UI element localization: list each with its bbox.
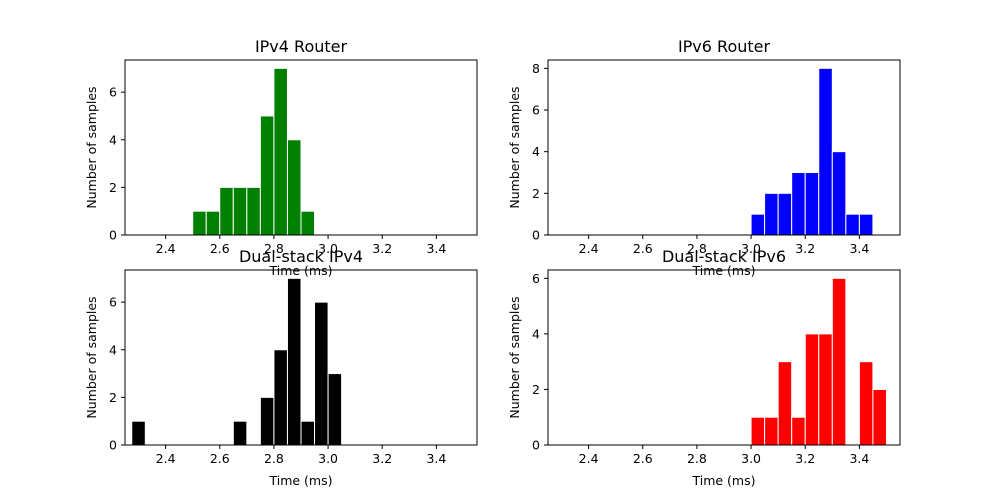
y-tick-label: 0 (109, 438, 117, 453)
y-axis-label: Number of samples (507, 86, 522, 208)
chart-title: IPv6 Router (678, 37, 771, 56)
bar (750, 416, 766, 446)
bar (219, 186, 234, 236)
axes-frame (124, 59, 478, 236)
chart-title: Dual-stack IPv6 (662, 247, 786, 266)
x-tick-label: 2.6 (210, 451, 230, 466)
bar (232, 420, 248, 446)
bar (286, 277, 302, 446)
x-tick-label: 3.4 (426, 451, 446, 466)
x-tick-label: 3.2 (372, 451, 392, 466)
bar (232, 186, 248, 236)
x-tick-label: 3.2 (372, 241, 392, 256)
y-axis-label: Number of samples (84, 86, 99, 208)
x-tick-label: 3.2 (795, 451, 815, 466)
bar (831, 277, 847, 446)
bar (845, 213, 860, 236)
y-tick-label: 4 (532, 326, 540, 341)
x-tick-label: 2.4 (579, 241, 599, 256)
bar (314, 301, 329, 446)
y-tick-label: 8 (532, 61, 540, 76)
y-tick-label: 6 (109, 295, 117, 310)
y-tick-label: 4 (109, 132, 117, 147)
chart-title: Dual-stack IPv4 (239, 247, 363, 266)
y-tick-label: 2 (109, 180, 117, 195)
x-tick-label: 2.8 (264, 241, 284, 256)
x-tick-label: 2.6 (633, 241, 653, 256)
bar (831, 151, 847, 236)
bar (192, 210, 207, 236)
bar (777, 192, 793, 236)
bar (273, 67, 288, 236)
bar (246, 186, 261, 236)
x-tick-label: 2.6 (633, 451, 653, 466)
x-axis-label: Time (ms) (268, 473, 332, 488)
bar (327, 373, 343, 446)
bar (872, 388, 887, 446)
y-tick-label: 2 (532, 382, 540, 397)
bar (286, 139, 302, 236)
x-tick-label: 3.4 (426, 241, 446, 256)
y-tick-label: 2 (532, 186, 540, 201)
bar (300, 420, 316, 446)
chart-title: IPv4 Router (255, 37, 348, 56)
x-tick-label: 2.4 (156, 451, 176, 466)
bar (804, 172, 820, 236)
x-tick-label: 3.0 (318, 451, 338, 466)
y-tick-label: 4 (532, 144, 540, 159)
x-tick-label: 3.4 (849, 241, 869, 256)
bar (259, 115, 275, 236)
x-tick-label: 3.0 (318, 241, 338, 256)
y-axis-label: Number of samples (84, 296, 99, 418)
bar (205, 210, 221, 236)
y-axis-label: Number of samples (507, 296, 522, 418)
bar (777, 361, 793, 446)
axes-frame (547, 59, 901, 236)
y-tick-label: 0 (532, 438, 540, 453)
bar (300, 210, 316, 236)
y-tick-label: 2 (109, 390, 117, 405)
subplot-4: 2.4 2.6 2.8 3.0 3.2 3.4 0 2 4 6 Time (ms) Number of… (507, 269, 901, 488)
bar (750, 213, 766, 236)
x-tick-label: 2.8 (687, 241, 707, 256)
x-tick-label: 3.2 (795, 241, 815, 256)
x-tick-label: 3.0 (741, 451, 761, 466)
x-tick-label: 3.4 (849, 451, 869, 466)
y-tick-label: 6 (532, 271, 540, 286)
bar (791, 416, 806, 446)
axes-frame (547, 269, 901, 446)
bar (273, 349, 288, 446)
bar (818, 333, 833, 446)
y-tick-label: 6 (532, 103, 540, 118)
x-tick-label: 2.6 (210, 241, 230, 256)
y-tick-label: 6 (109, 85, 117, 100)
axes-frame (124, 269, 478, 446)
bar (791, 172, 806, 236)
bar (804, 333, 820, 446)
bar (764, 192, 779, 236)
x-tick-label: 2.4 (579, 451, 599, 466)
y-tick-label: 0 (109, 228, 117, 243)
x-tick-label: 2.4 (156, 241, 176, 256)
x-axis-label: Time (ms) (691, 473, 755, 488)
x-tick-label: 3.0 (741, 241, 761, 256)
bar (131, 420, 146, 446)
subplot-3: 2.4 2.6 2.8 3.0 3.2 3.4 0 2 4 6 Time (ms) Number of… (84, 269, 478, 488)
y-tick-label: 0 (532, 228, 540, 243)
bar (764, 416, 779, 446)
y-tick-label: 4 (109, 342, 117, 357)
bar (858, 361, 874, 446)
bar (858, 213, 874, 236)
x-tick-label: 2.8 (687, 451, 707, 466)
bar (259, 396, 275, 446)
x-tick-label: 2.8 (264, 451, 284, 466)
bar (818, 67, 833, 236)
